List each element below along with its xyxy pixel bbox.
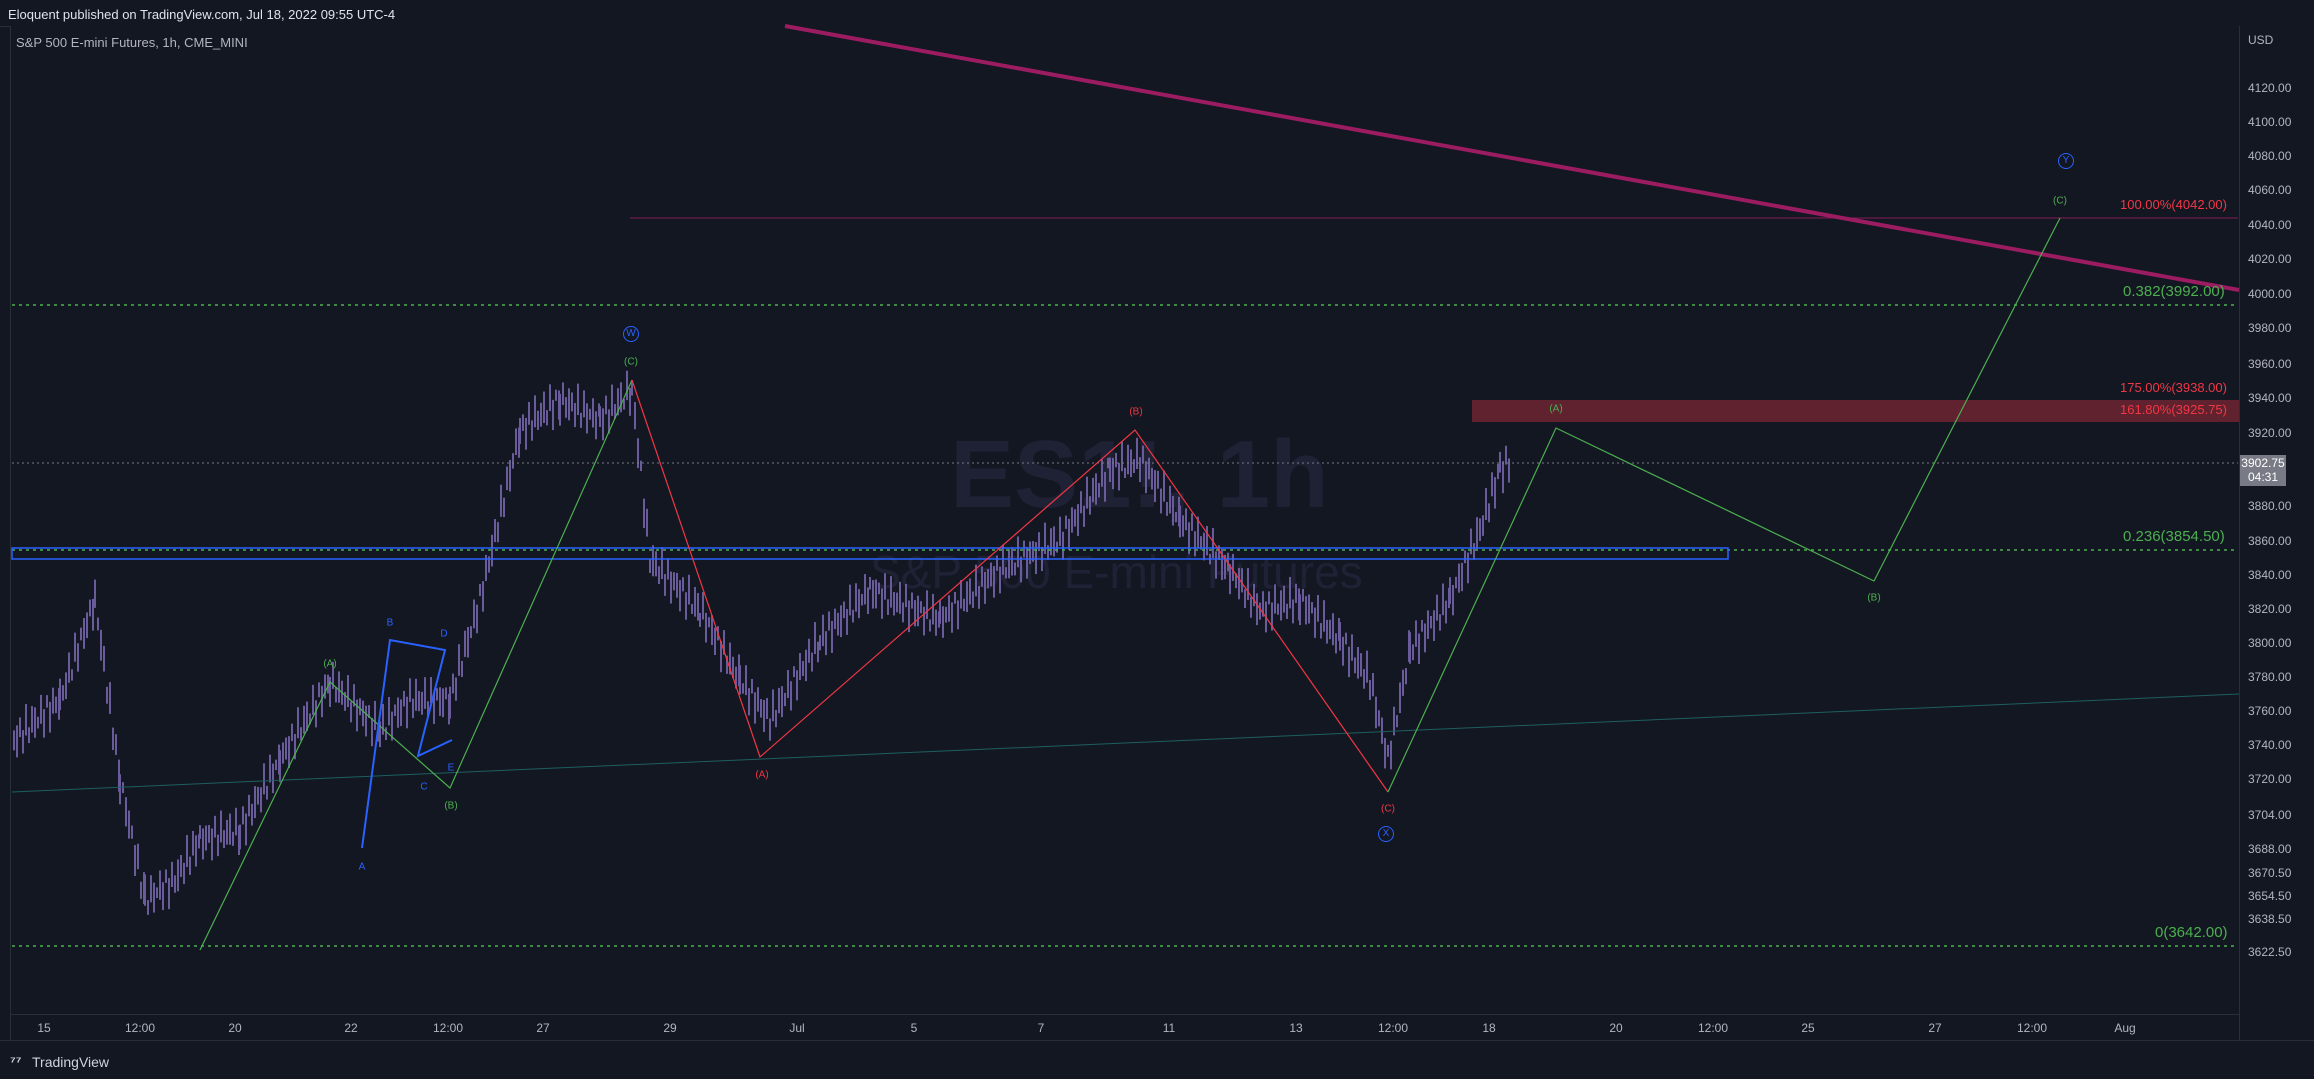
price-tick-label: 3880.00 — [2248, 499, 2292, 513]
price-tick-label: 3704.00 — [2248, 808, 2292, 822]
time-tick-label: 12:00 — [2016, 1021, 2048, 1035]
target-zone — [1472, 400, 2239, 422]
wave-label-blue-b: B — [386, 617, 394, 629]
time-tick-label: 13 — [1289, 1021, 1303, 1035]
symbol-title[interactable]: S&P 500 E-mini Futures, 1h, CME_MINI — [16, 35, 248, 50]
price-tick-label: 4080.00 — [2248, 149, 2292, 163]
current-price-tag: 3902.75 04:31 — [2240, 455, 2286, 486]
wave-label-blue-c: C — [420, 781, 428, 793]
price-tick-label: 4100.00 — [2248, 115, 2292, 129]
price-tick-label: 3860.00 — [2248, 534, 2292, 548]
price-axis[interactable] — [2239, 26, 2314, 1040]
time-axis[interactable] — [10, 1014, 2239, 1041]
fib-label-0: 0(3642.00) — [2155, 924, 2228, 941]
bar-countdown: 04:31 — [2247, 470, 2279, 484]
time-tick-label: 11 — [1162, 1021, 1176, 1035]
time-tick-label: 15 — [37, 1021, 51, 1035]
price-tick-label: 3720.00 — [2248, 772, 2292, 786]
time-tick-label: 18 — [1482, 1021, 1496, 1035]
fib-label-1618: 161.80%(3925.75) — [2120, 402, 2227, 417]
time-tick-label: 12:00 — [432, 1021, 464, 1035]
price-tick-label: 3638.50 — [2248, 912, 2292, 926]
price-tick-label: 3654.50 — [2248, 889, 2292, 903]
wave-label-red-c: (C) — [1381, 803, 1395, 815]
price-tick-label: 4040.00 — [2248, 218, 2292, 232]
price-tick-label: 3688.00 — [2248, 842, 2292, 856]
wave-path-green-1 — [199, 379, 633, 951]
fib-label-0236: 0.236(3854.50) — [2123, 528, 2225, 545]
price-tick-label: 4000.00 — [2248, 287, 2292, 301]
time-tick-label: 25 — [1801, 1021, 1815, 1035]
price-tick-label: 3780.00 — [2248, 670, 2292, 684]
fib-label-175: 175.00%(3938.00) — [2120, 380, 2227, 395]
publish-text: Eloquent published on TradingView.com, J… — [8, 7, 396, 22]
time-tick-label: 7 — [1037, 1021, 1045, 1035]
current-price-value: 3902.75 — [2241, 456, 2285, 470]
currency-label: USD — [2248, 33, 2274, 47]
time-tick-label: 12:00 — [124, 1021, 156, 1035]
wave-circle-w: W — [623, 326, 639, 342]
wave-path-green-2 — [1387, 217, 2061, 793]
price-tick-label: 4020.00 — [2248, 252, 2292, 266]
wave-label-green-c2: (C) — [2053, 195, 2067, 207]
price-tick-label: 4120.00 — [2248, 81, 2292, 95]
wave-label-green-c1: (C) — [624, 356, 638, 368]
wave-label-red-b: (B) — [1129, 406, 1143, 418]
price-tick-label: 3840.00 — [2248, 568, 2292, 582]
price-tick-label: 3800.00 — [2248, 636, 2292, 650]
time-tick-label: 22 — [344, 1021, 358, 1035]
triangle-pattern — [361, 638, 453, 849]
price-tick-label: 3670.50 — [2248, 866, 2292, 880]
wave-label-green-a2: (A) — [1549, 403, 1563, 415]
fib-label-100: 100.00%(4042.00) — [2120, 197, 2227, 212]
candlestick-series — [13, 370, 1510, 915]
time-tick-label: Jul — [789, 1021, 805, 1035]
wave-label-green-b1: (B) — [444, 800, 458, 812]
wave-label-blue-d: D — [440, 628, 448, 640]
time-tick-label: 20 — [228, 1021, 242, 1035]
wave-label-red-a: (A) — [755, 769, 769, 781]
wave-label-green-a1: (A) — [323, 658, 337, 670]
price-tick-label: 3920.00 — [2248, 426, 2292, 440]
price-tick-label: 3980.00 — [2248, 321, 2292, 335]
footer: ⁷⁷ TradingView — [0, 1040, 2314, 1079]
price-tick-label: 3740.00 — [2248, 738, 2292, 752]
time-tick-label: 20 — [1609, 1021, 1623, 1035]
time-tick-label: 27 — [536, 1021, 550, 1035]
chart-pane[interactable] — [10, 26, 2240, 1040]
fib-label-0382: 0.382(3992.00) — [2123, 283, 2225, 300]
time-tick-label: 12:00 — [1377, 1021, 1409, 1035]
price-tick-label: 4060.00 — [2248, 183, 2292, 197]
time-tick-label: 27 — [1928, 1021, 1942, 1035]
tradingview-logo-icon[interactable]: ⁷⁷ — [10, 1053, 22, 1069]
time-tick-label: 29 — [663, 1021, 677, 1035]
uptrend-line — [11, 693, 2240, 793]
price-tick-label: 3760.00 — [2248, 704, 2292, 718]
time-tick-label: 12:00 — [1697, 1021, 1729, 1035]
wave-label-green-b2: (B) — [1867, 592, 1881, 604]
wave-label-blue-e: E — [447, 762, 455, 774]
price-tick-label: 3960.00 — [2248, 357, 2292, 371]
wave-path-red — [631, 379, 1389, 793]
downtrend-line — [784, 24, 2240, 292]
time-tick-label: Aug — [2114, 1021, 2136, 1035]
price-tick-label: 3820.00 — [2248, 602, 2292, 616]
price-tick-label: 3622.50 — [2248, 945, 2292, 959]
time-tick-label: 5 — [910, 1021, 918, 1035]
wave-circle-x: X — [1378, 826, 1394, 842]
tradingview-brand[interactable]: TradingView — [32, 1054, 110, 1070]
wave-circle-y: Y — [2058, 153, 2074, 169]
price-tick-label: 3940.00 — [2248, 391, 2292, 405]
support-zone — [11, 547, 1729, 560]
wave-label-blue-a: A — [358, 861, 366, 873]
